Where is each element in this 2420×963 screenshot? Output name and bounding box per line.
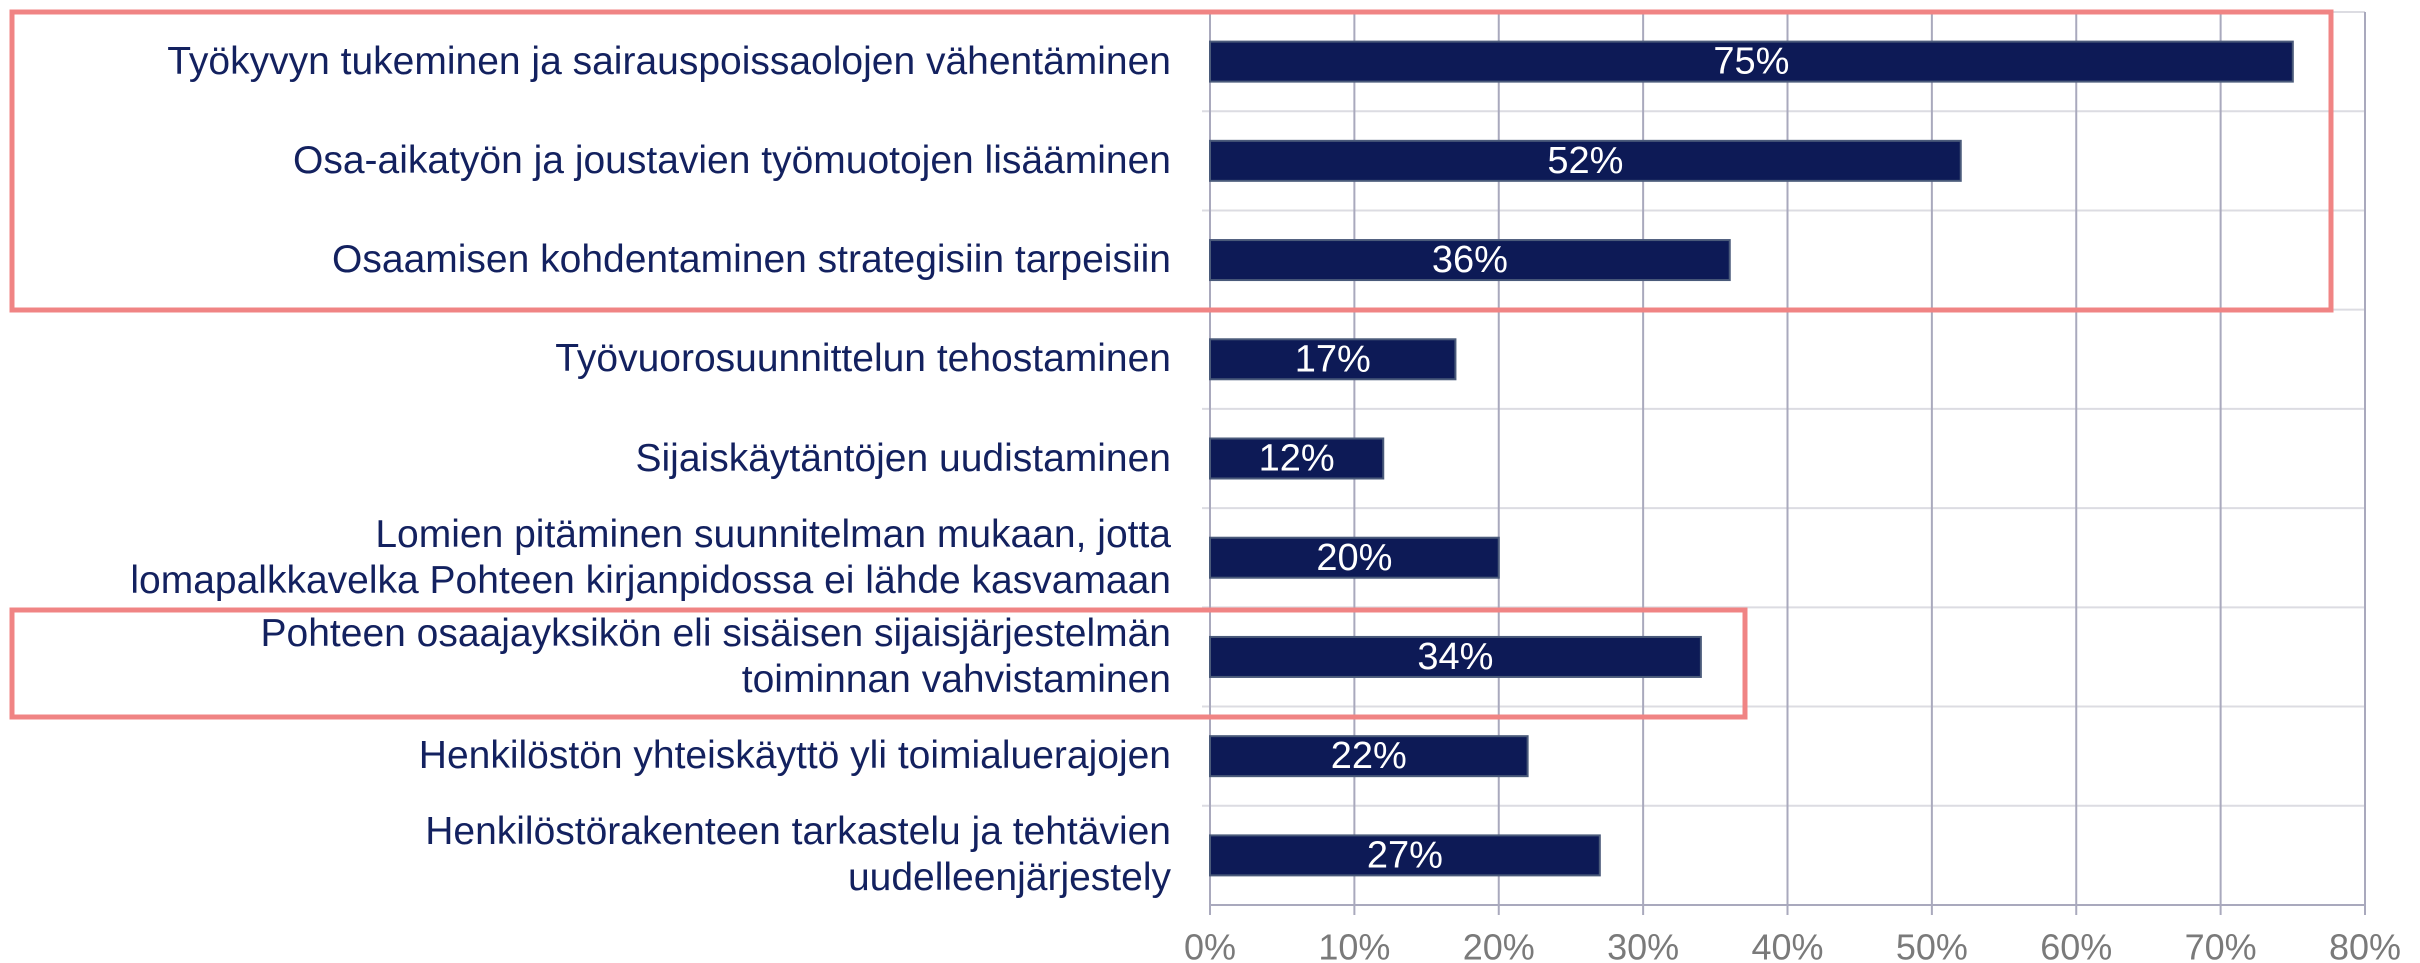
bar bbox=[1209, 338, 1457, 381]
y-tick-label: Työkyvyn tukeminen ja sairauspoissaoloje… bbox=[167, 39, 1171, 83]
bar bbox=[1209, 834, 1601, 877]
bar bbox=[1209, 139, 1962, 182]
bar bbox=[1209, 735, 1529, 778]
highlight-box bbox=[9, 607, 1748, 720]
bar bbox=[1209, 437, 1385, 480]
data-label: 27% bbox=[1367, 834, 1443, 876]
x-tick-label: 0% bbox=[1184, 927, 1236, 963]
bar bbox=[1209, 239, 1731, 282]
x-tick-label: 60% bbox=[2040, 927, 2112, 963]
data-label: 17% bbox=[1295, 338, 1371, 380]
data-label: 20% bbox=[1316, 537, 1392, 579]
y-tick-label: Työvuorosuunnittelun tehostaminen bbox=[555, 337, 1171, 381]
x-tick-label: 80% bbox=[2329, 927, 2401, 963]
data-label: 52% bbox=[1547, 140, 1623, 182]
x-tick-label: 50% bbox=[1896, 927, 1968, 963]
y-tick-label: Sijaiskäytäntöjen uudistaminen bbox=[635, 436, 1172, 480]
data-label: 22% bbox=[1331, 735, 1407, 777]
x-tick-label: 70% bbox=[2185, 927, 2257, 963]
x-tick-label: 20% bbox=[1463, 927, 1535, 963]
bar bbox=[1209, 536, 1500, 579]
bar bbox=[1209, 635, 1702, 678]
y-tick-label: Henkilöstörakenteen tarkastelu ja tehtäv… bbox=[425, 810, 1171, 900]
highlight-box bbox=[9, 9, 2334, 313]
y-tick-label: Lomien pitäminen suunnitelman mukaan, jo… bbox=[130, 512, 1171, 602]
y-tick-label: Pohteen osaajayksikön eli sisäisen sijai… bbox=[260, 611, 1171, 701]
data-label: 12% bbox=[1259, 438, 1335, 480]
data-label: 36% bbox=[1432, 239, 1508, 281]
y-tick-label: Osaamisen kohdentaminen strategisiin tar… bbox=[332, 238, 1171, 282]
y-tick-label: Henkilöstön yhteiskäyttö yli toimialuera… bbox=[418, 734, 1171, 778]
y-tick-label: Osa-aikatyön ja joustavien työmuotojen l… bbox=[293, 138, 1171, 182]
data-label: 34% bbox=[1417, 636, 1493, 678]
x-tick-label: 10% bbox=[1318, 927, 1390, 963]
data-label: 75% bbox=[1713, 41, 1789, 83]
bar bbox=[1209, 40, 2294, 83]
x-tick-label: 40% bbox=[1751, 927, 1823, 963]
x-tick-label: 30% bbox=[1607, 927, 1679, 963]
